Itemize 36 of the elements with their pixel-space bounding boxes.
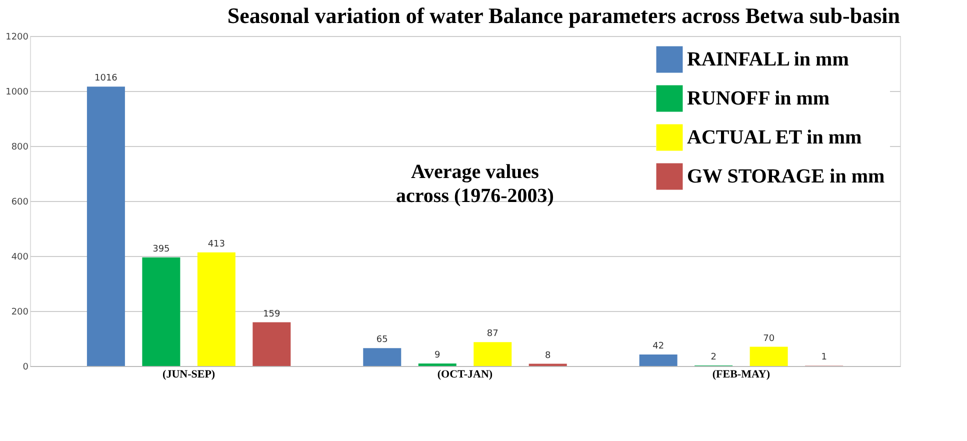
data-label: 2 xyxy=(710,352,716,362)
bar xyxy=(474,342,512,366)
x-tick-label: (FEB-MAY) xyxy=(712,368,770,380)
data-label: 1 xyxy=(821,352,827,363)
legend-label: RUNOFF in mm xyxy=(687,88,830,110)
y-tick-label: 1000 xyxy=(6,88,29,98)
x-tick-label: (OCT-JAN) xyxy=(437,368,493,380)
y-tick-label: 600 xyxy=(11,198,29,208)
legend-label: ACTUAL ET in mm xyxy=(687,126,862,148)
chart-title: Seasonal variation of water Balance parameters across Betwa sub-basin xyxy=(227,3,900,28)
data-label: 42 xyxy=(652,341,664,352)
data-label: 87 xyxy=(486,329,498,340)
bar xyxy=(142,257,180,366)
y-tick-label: 400 xyxy=(11,252,29,262)
bar xyxy=(363,348,402,366)
bar xyxy=(252,322,291,366)
y-tick-label: 1200 xyxy=(6,32,29,42)
y-tick-label: 0 xyxy=(22,362,29,372)
bar xyxy=(197,252,236,366)
data-label: 1016 xyxy=(94,74,118,84)
data-label: 413 xyxy=(208,239,226,250)
bar xyxy=(86,86,125,366)
y-tick-label: 800 xyxy=(11,142,29,152)
data-label: 9 xyxy=(434,350,441,361)
bar xyxy=(639,354,678,366)
data-label: 65 xyxy=(376,335,388,346)
data-label: 395 xyxy=(152,244,170,254)
data-label: 159 xyxy=(263,309,281,320)
data-label: 70 xyxy=(763,334,775,344)
annotation: Average values across (1976-2003) xyxy=(396,161,554,207)
y-tick-label: 200 xyxy=(11,308,29,318)
legend-label: RAINFALL in mm xyxy=(687,48,850,70)
legend-label: GW STORAGE in mm xyxy=(687,166,885,188)
x-tick-label: (JUN-SEP) xyxy=(162,368,216,380)
data-label: 8 xyxy=(544,350,551,361)
bar xyxy=(750,346,788,366)
